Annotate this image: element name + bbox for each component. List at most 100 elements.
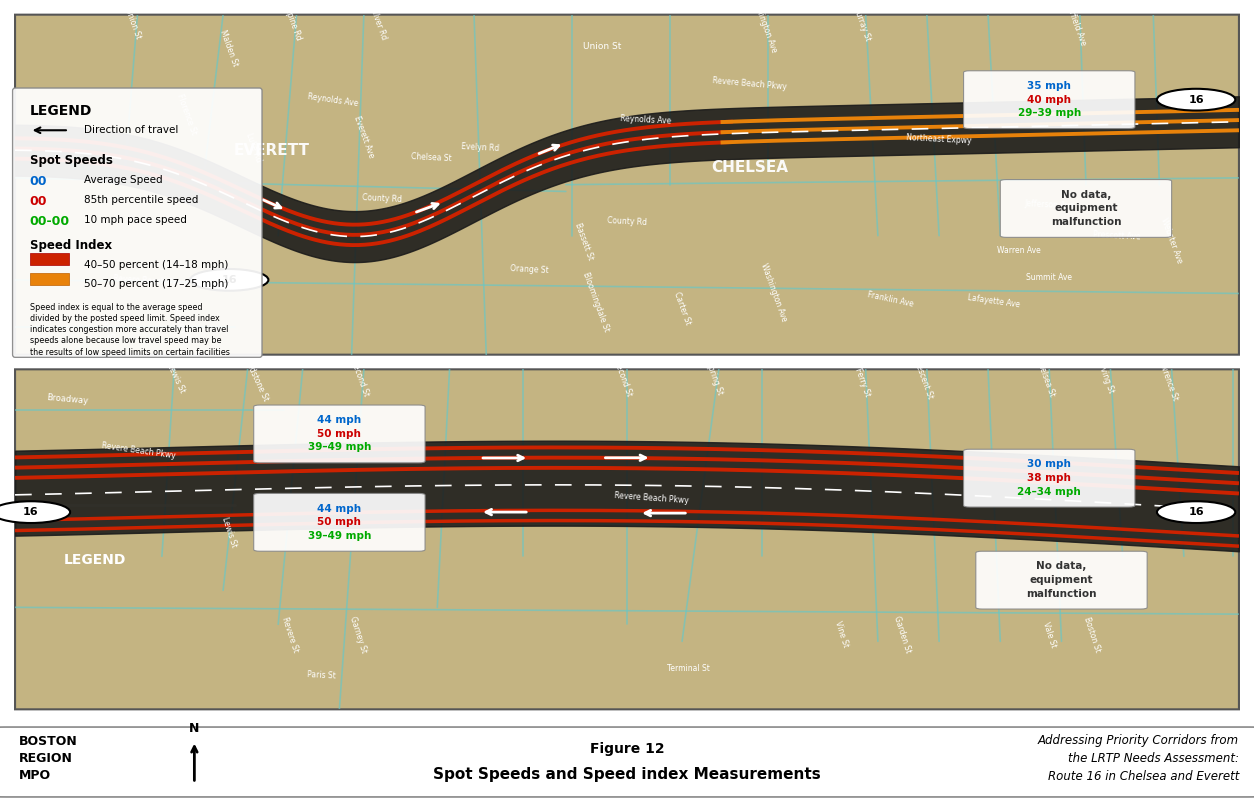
Text: 38 mph: 38 mph [1027,473,1071,483]
Text: No data,: No data, [1036,562,1087,571]
Text: Bloomingdale St: Bloomingdale St [582,271,612,333]
Circle shape [191,269,268,290]
Text: Spot Speeds and Speed index Measurements: Spot Speeds and Speed index Measurements [433,767,821,782]
Text: Prescott Ave: Prescott Ave [1092,230,1141,241]
Text: Murray St: Murray St [850,4,872,42]
Text: 40 mph: 40 mph [1027,94,1071,105]
Text: LEGEND: LEGEND [30,104,92,118]
Text: Alpine Rd: Alpine Rd [282,4,302,42]
Text: Direction of travel: Direction of travel [84,126,178,135]
Text: 29–39 mph: 29–39 mph [1018,108,1081,118]
Text: Union St: Union St [123,6,143,40]
Text: Revere St: Revere St [281,616,301,654]
FancyBboxPatch shape [1001,179,1171,238]
Text: Evelyn Rd: Evelyn Rd [461,142,499,153]
Text: Gladstone St: Gladstone St [241,354,270,402]
Text: 35 mph: 35 mph [1027,81,1071,91]
Text: Chelsea St: Chelsea St [410,152,451,163]
Text: Second St: Second St [349,358,370,397]
Text: CHELSEA: CHELSEA [711,160,788,175]
Text: 50 mph: 50 mph [317,429,361,439]
Text: Figure 12: Figure 12 [589,742,665,756]
FancyBboxPatch shape [976,551,1147,609]
Circle shape [1157,502,1235,523]
Text: Everett Ave: Everett Ave [352,115,376,159]
Text: Irving St: Irving St [1096,361,1116,394]
Text: equipment: equipment [1055,203,1117,214]
Text: Spring St: Spring St [705,360,725,396]
Text: Washington Ave: Washington Ave [749,0,779,54]
Text: Revere Beach Pkwy: Revere Beach Pkwy [113,274,188,289]
Text: Lafayette Ave: Lafayette Ave [967,293,1021,309]
Text: Summit Ave: Summit Ave [1026,273,1072,282]
Text: 16: 16 [222,275,237,285]
FancyBboxPatch shape [13,88,262,358]
Text: Reynolds Ave: Reynolds Ave [619,114,671,126]
Text: Carter St: Carter St [672,290,692,326]
Text: Revere Beach Pkwy: Revere Beach Pkwy [614,491,688,506]
Text: 44 mph: 44 mph [317,415,361,426]
Text: 50 mph: 50 mph [317,518,361,527]
Text: Garney St: Garney St [347,615,367,654]
Text: 24–34 mph: 24–34 mph [1017,486,1081,497]
Bar [30,253,69,265]
FancyBboxPatch shape [0,727,1254,797]
Text: Average Speed: Average Speed [84,175,162,185]
Text: Washington Ave: Washington Ave [759,262,789,322]
Text: BOSTON
REGION
MPO: BOSTON REGION MPO [19,734,78,782]
Text: 00: 00 [30,195,48,208]
Circle shape [0,502,70,523]
Text: Spot Speeds: Spot Speeds [30,154,113,167]
FancyBboxPatch shape [963,450,1135,507]
Text: Boston St: Boston St [1082,616,1102,654]
Text: Bassett St: Bassett St [573,222,596,262]
FancyBboxPatch shape [15,14,1239,354]
Text: Franklin Ave: Franklin Ave [867,290,914,309]
Text: equipment: equipment [1030,575,1093,585]
Text: Luke Rd: Luke Rd [245,131,263,163]
Text: Malden St: Malden St [218,29,240,68]
Text: Reynolds Ave: Reynolds Ave [307,93,359,109]
Text: County Rd: County Rd [362,193,403,204]
Text: Speed Index: Speed Index [30,238,112,251]
Text: Jefferson Ave: Jefferson Ave [1025,199,1075,210]
FancyBboxPatch shape [15,370,1239,710]
Text: 30 mph: 30 mph [1027,459,1071,470]
Text: County Rd: County Rd [607,216,647,227]
Text: Silver Rd: Silver Rd [367,6,387,41]
Text: Garden St: Garden St [892,615,913,654]
Text: Second St: Second St [612,358,633,397]
Text: 40–50 percent (14–18 mph): 40–50 percent (14–18 mph) [84,260,228,270]
Text: Paris St: Paris St [306,670,336,681]
Text: N: N [189,722,199,735]
Text: malfunction: malfunction [1026,589,1097,598]
Text: 39–49 mph: 39–49 mph [307,531,371,541]
Text: Addressing Priority Corridors from
the LRTP Needs Assessment:
Route 16 in Chelse: Addressing Priority Corridors from the L… [1038,734,1239,782]
Text: EVERETT: EVERETT [234,143,310,158]
Text: LEGEND: LEGEND [64,553,125,566]
Text: Terminal St: Terminal St [667,664,710,673]
Text: Vale St: Vale St [1041,621,1057,649]
Text: Revere Beach Pkwy: Revere Beach Pkwy [100,442,176,461]
Text: Orange St: Orange St [509,264,548,275]
Circle shape [1157,89,1235,110]
Text: 16: 16 [1189,507,1204,517]
Text: Revere Beach Pkwy: Revere Beach Pkwy [712,76,788,91]
Text: 00: 00 [30,175,48,188]
Text: Speed index is equal to the average speed
divided by the posted speed limit. Spe: Speed index is equal to the average spee… [30,303,229,357]
Text: Lawrence St: Lawrence St [1155,354,1180,402]
Text: Broadway: Broadway [45,393,88,406]
Text: Vale St: Vale St [98,315,115,343]
FancyBboxPatch shape [253,405,425,463]
Text: 39–49 mph: 39–49 mph [307,442,371,453]
Text: malfunction: malfunction [1051,217,1121,227]
Text: Northeast Expwy: Northeast Expwy [907,134,972,146]
Text: Warren Ave: Warren Ave [997,246,1041,254]
Text: Webster Ave: Webster Ave [1159,217,1184,265]
Text: 85th percentile speed: 85th percentile speed [84,195,198,205]
Text: Lewis St: Lewis St [166,362,187,394]
Text: Garfield Ave: Garfield Ave [1063,0,1088,46]
Text: 10 mph pace speed: 10 mph pace speed [84,214,187,225]
Text: Crescent St: Crescent St [910,355,934,400]
Text: 16: 16 [1189,94,1204,105]
